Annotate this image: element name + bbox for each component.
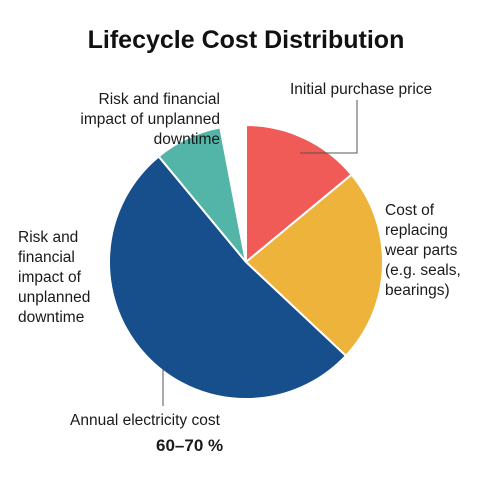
label-risk-downtime-top: Risk and financial impact of unplanned d… <box>80 91 220 148</box>
slice-wear-parts <box>244 173 384 358</box>
label-wear-parts: Cost of replacing wear parts (e.g. seals… <box>385 202 461 299</box>
label-risk-downtime-left: Risk and financial impact of unplanned d… <box>18 229 91 326</box>
label-electricity-percent: 60–70 % <box>156 436 224 455</box>
label-initial-purchase-price: Initial purchase price <box>290 81 433 98</box>
slice-initial-purchase <box>245 123 353 265</box>
label-electricity-cost: Annual electricity cost <box>70 412 220 429</box>
leader-line-initial <box>300 100 358 154</box>
slice-white-gap <box>219 123 247 263</box>
chart-title: Lifecycle Cost Distribution <box>87 26 405 54</box>
slice-electricity <box>108 155 348 400</box>
